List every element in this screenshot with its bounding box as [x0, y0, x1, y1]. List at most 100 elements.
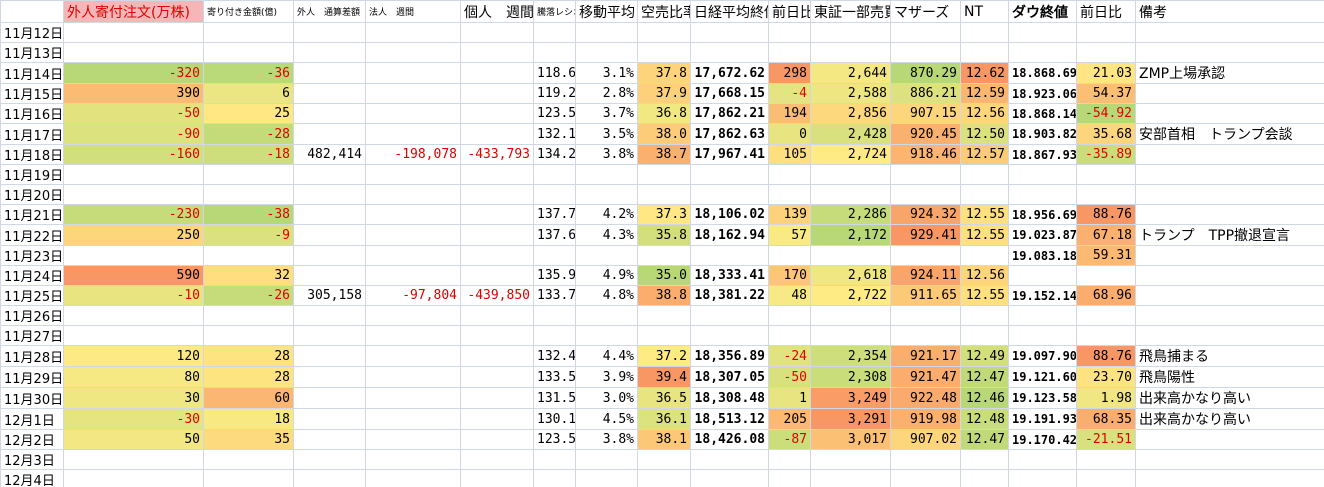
column-header[interactable]: マザーズ	[890, 0, 961, 23]
data-cell[interactable]	[890, 22, 961, 43]
data-cell[interactable]: 4.2%	[575, 204, 638, 225]
date-cell[interactable]: 11月23日	[0, 245, 64, 266]
data-cell[interactable]: 48	[768, 285, 811, 306]
data-cell[interactable]	[293, 83, 366, 104]
data-cell[interactable]: 6	[203, 83, 294, 104]
data-cell[interactable]	[960, 164, 1009, 185]
data-cell[interactable]	[293, 103, 366, 124]
data-cell[interactable]: 12.55	[960, 224, 1009, 246]
data-cell[interactable]	[960, 449, 1009, 470]
data-cell[interactable]	[768, 164, 811, 185]
data-cell[interactable]	[768, 22, 811, 43]
data-cell[interactable]: 870.29	[890, 62, 961, 84]
data-cell[interactable]: 137.7	[533, 204, 576, 225]
data-cell[interactable]	[890, 469, 961, 487]
data-cell[interactable]	[1135, 42, 1324, 63]
data-cell[interactable]	[63, 449, 204, 470]
data-cell[interactable]	[460, 449, 534, 470]
data-cell[interactable]	[365, 103, 461, 124]
data-cell[interactable]: 133.7	[533, 285, 576, 306]
data-cell[interactable]	[460, 22, 534, 43]
column-header[interactable]: 外人 通算差額	[293, 0, 366, 23]
data-cell[interactable]: 590	[63, 265, 204, 286]
data-cell[interactable]: 18,106.02	[690, 204, 769, 225]
column-header[interactable]: NT	[960, 0, 1009, 23]
data-cell[interactable]	[1135, 204, 1324, 225]
column-header[interactable]: 法人 週間	[365, 0, 461, 23]
data-cell[interactable]	[768, 184, 811, 205]
data-cell[interactable]: 132.4	[533, 345, 576, 367]
column-header[interactable]: 前日比	[1076, 0, 1136, 23]
data-cell[interactable]	[575, 164, 638, 185]
data-cell[interactable]	[768, 469, 811, 487]
data-cell[interactable]	[1135, 103, 1324, 124]
data-cell[interactable]	[365, 325, 461, 346]
data-cell[interactable]	[690, 325, 769, 346]
data-cell[interactable]	[293, 345, 366, 367]
data-cell[interactable]: 12.55	[960, 204, 1009, 225]
data-cell[interactable]	[690, 22, 769, 43]
data-cell[interactable]: 911.65	[890, 285, 961, 306]
data-cell[interactable]: 18,333.41	[690, 265, 769, 286]
data-cell[interactable]	[637, 449, 691, 470]
data-cell[interactable]: 12.57	[960, 144, 1009, 165]
data-cell[interactable]: 12.62	[960, 62, 1009, 84]
data-cell[interactable]	[768, 245, 811, 266]
data-cell[interactable]	[293, 469, 366, 487]
data-cell[interactable]: 35.8	[637, 224, 691, 246]
data-cell[interactable]	[637, 22, 691, 43]
data-cell[interactable]	[1076, 184, 1136, 205]
data-cell[interactable]: 924.32	[890, 204, 961, 225]
data-cell[interactable]: 出来高かなり高い	[1135, 408, 1324, 430]
data-cell[interactable]: 38.7	[637, 144, 691, 165]
data-cell[interactable]: 68.35	[1076, 408, 1136, 430]
data-cell[interactable]	[293, 408, 366, 430]
data-cell[interactable]: 59.31	[1076, 245, 1136, 266]
column-header[interactable]: 日経平均終値	[690, 0, 769, 23]
column-header[interactable]: ダウ終値	[1008, 0, 1077, 23]
data-cell[interactable]	[533, 42, 576, 63]
data-cell[interactable]	[960, 184, 1009, 205]
data-cell[interactable]	[203, 22, 294, 43]
data-cell[interactable]: 3.8%	[575, 429, 638, 450]
data-cell[interactable]: 出来高かなり高い	[1135, 387, 1324, 409]
data-cell[interactable]	[365, 22, 461, 43]
data-cell[interactable]	[1076, 22, 1136, 43]
data-cell[interactable]: 250	[63, 224, 204, 246]
data-cell[interactable]	[63, 184, 204, 205]
data-cell[interactable]: 25	[203, 103, 294, 124]
data-cell[interactable]	[810, 184, 891, 205]
data-cell[interactable]	[365, 224, 461, 246]
data-cell[interactable]	[1135, 184, 1324, 205]
data-cell[interactable]: 0	[768, 123, 811, 145]
data-cell[interactable]: 12.59	[960, 83, 1009, 104]
data-cell[interactable]: 3.0%	[575, 387, 638, 409]
data-cell[interactable]: 68.96	[1076, 285, 1136, 306]
data-cell[interactable]: 2,308	[810, 366, 891, 388]
data-cell[interactable]	[810, 469, 891, 487]
data-cell[interactable]	[293, 164, 366, 185]
data-cell[interactable]: 482,414	[293, 144, 366, 165]
data-cell[interactable]	[1135, 245, 1324, 266]
data-cell[interactable]: 37.8	[637, 62, 691, 84]
data-cell[interactable]: 37.3	[637, 204, 691, 225]
date-cell[interactable]: 11月25日	[0, 285, 64, 306]
data-cell[interactable]: -50	[768, 366, 811, 388]
data-cell[interactable]: -35.89	[1076, 144, 1136, 165]
data-cell[interactable]	[460, 204, 534, 225]
data-cell[interactable]: 19.191.93	[1008, 408, 1077, 430]
data-cell[interactable]: 131.5	[533, 387, 576, 409]
data-cell[interactable]	[365, 164, 461, 185]
data-cell[interactable]	[460, 366, 534, 388]
data-cell[interactable]	[460, 103, 534, 124]
data-cell[interactable]	[203, 245, 294, 266]
data-cell[interactable]	[960, 42, 1009, 63]
data-cell[interactable]	[63, 325, 204, 346]
data-cell[interactable]	[960, 245, 1009, 266]
data-cell[interactable]: 2,644	[810, 62, 891, 84]
data-cell[interactable]: 18.868.69	[1008, 62, 1077, 84]
data-cell[interactable]	[460, 325, 534, 346]
data-cell[interactable]	[1135, 449, 1324, 470]
data-cell[interactable]: 50	[63, 429, 204, 450]
data-cell[interactable]	[1008, 305, 1077, 326]
